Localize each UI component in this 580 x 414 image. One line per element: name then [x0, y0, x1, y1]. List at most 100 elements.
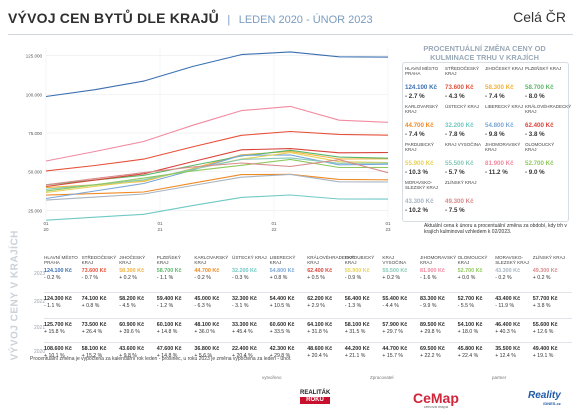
table-column-header: MORAVSKO-SLEZSKÝ KRAJ [495, 255, 529, 266]
table-cell-price: 44.200 Kč [344, 346, 370, 352]
table-column-header: HLAVNÍ MĚSTO PRAHA [44, 255, 78, 266]
table-cell-change: - 6.3 % [194, 303, 211, 309]
chart-series-lines [45, 51, 389, 221]
table-row-divider [44, 292, 572, 293]
table-cell-change: + 0.0 % [457, 275, 476, 281]
panel-region-price: 43.300 Kč [405, 198, 434, 205]
series-line [45, 173, 389, 201]
table-cell-change: + 0.8 % [81, 303, 100, 309]
x-tick-label: 01 [271, 221, 277, 226]
table-cell-change: + 15.2 % [81, 353, 103, 359]
table-cell-price: 55.900 Kč [344, 268, 370, 274]
table-cell-change: + 12.4 % [495, 353, 516, 359]
table-cell-change: + 14.8 % [156, 353, 178, 359]
panel-region-price: 124.100 Kč [405, 84, 437, 91]
table-cell-change: + 10.1 % [44, 353, 65, 359]
table-cell: 33.300 Kč + 45.4 % [232, 322, 272, 335]
table-cell-price: 64.100 Kč [307, 322, 333, 328]
table-cell-price: 33.300 Kč [232, 322, 257, 328]
table-cell-change: + 12.6 % [532, 329, 554, 335]
table-cell-price: 52.700 Kč [457, 296, 483, 302]
table-cell: 48.100 Kč + 36.0 % [194, 322, 234, 335]
panel-region-cell: ZLÍNSKÝ KRAJ 49.300 Kč - 7.5 % [445, 180, 485, 217]
table-column-header: OLOMOUCKÝ KRAJ [457, 255, 488, 266]
credit-partner: partner [492, 375, 507, 380]
panel-region-change: - 3.8 % [525, 131, 545, 138]
x-tick-label: 22 [271, 227, 277, 232]
panel-title: PROCENTUÁLNÍ ZMĚNA CENY OD KULMINACE TRH… [423, 44, 546, 62]
table-year-label: 2021 [34, 325, 46, 331]
table-cell-price: 43.300 Kč [495, 268, 521, 274]
table-cell-change: + 0.2 % [382, 275, 401, 281]
series-line [45, 194, 389, 221]
table-cell: 108.600 Kč + 10.1 % [44, 346, 84, 359]
table-cell: 89.500 Kč + 29.8 % [420, 322, 460, 335]
table-cell-price: 46.400 Kč [495, 322, 521, 328]
table-cell-change: + 31.5 % [344, 329, 366, 335]
table-cell: 58.100 Kč + 31.5 % [345, 322, 385, 335]
panel-region-name: KRÁLOVÉHRADECKÝ KRAJ [525, 104, 572, 115]
table-cell: 69.500 Kč + 22.2 % [420, 346, 460, 359]
page-period: LEDEN 2020 - ÚNOR 2023 [238, 14, 373, 26]
table-cell: 62.400 Kč + 0.5 % [307, 268, 347, 281]
table-cell-change: + 15.7 % [382, 353, 404, 359]
logo-reality-text: Reality [528, 390, 561, 401]
panel-region-name: ZLÍNSKÝ KRAJ [445, 180, 477, 185]
table-cell: 43.400 Kč - 11.9 % [495, 296, 535, 309]
table-cell-change: + 18.0 % [457, 329, 479, 335]
table-cell-change: + 0.8 % [269, 275, 288, 281]
panel-region-change: - 9.8 % [485, 131, 505, 138]
table-cell-change: + 14.8 % [156, 329, 178, 335]
panel-region-change: - 2.7 % [405, 93, 425, 100]
series-line [45, 105, 389, 162]
table-cell: 58.300 Kč + 0.2 % [119, 268, 159, 281]
table-cell-change: - 1.2 % [156, 303, 174, 309]
table-cell: 45.800 Kč + 22.4 % [458, 346, 498, 359]
table-cell: 125.700 Kč + 15.8 % [44, 322, 84, 335]
table-cell: 44.700 Kč + 15.7 % [382, 346, 422, 359]
table-cell: 124.100 Kč - 0.2 % [44, 268, 84, 281]
panel-region-cell: STŘEDOČESKÝ KRAJ 73.600 Kč - 4.3 % [445, 66, 485, 103]
panel-region-change: - 7.8 % [445, 131, 465, 138]
table-cell-change: + 15.8 % [44, 329, 65, 335]
table-cell: 48.600 Kč + 20.4 % [307, 346, 347, 359]
table-cell-price: 32.300 Kč [232, 296, 257, 302]
table-cell-price: 48.600 Kč [307, 346, 333, 352]
table-column-header: JIHOČESKÝ KRAJ [119, 255, 146, 266]
table-cell-change: + 39.6 % [119, 329, 140, 335]
table-year-label: 2020 [34, 349, 46, 355]
table-cell: 58.100 Kč + 15.2 % [82, 346, 122, 359]
table-cell-change: + 0.5 % [307, 275, 325, 281]
table-column-header: LIBERECKÝ KRAJ [269, 255, 296, 266]
table-cell-change: + 45.4 % [232, 329, 253, 335]
table-cell: 44.700 Kč - 0.2 % [194, 268, 234, 281]
table-cell-price: 42.300 Kč [269, 346, 295, 352]
table-cell-price: 54.800 Kč [269, 268, 295, 274]
table-cell-change: + 21.1 % [344, 353, 366, 359]
logo-realitak-top: REALITÁK [300, 390, 331, 396]
table-cell-price: 89.500 Kč [420, 322, 445, 328]
series-line [45, 154, 389, 200]
table-cell: 124.300 Kč - 1.1 % [44, 296, 84, 309]
table-cell-price: 22.400 Kč [232, 346, 257, 352]
table-cell-price: 57.900 Kč [382, 322, 408, 328]
table-cell-change: - 1.1 % [44, 303, 61, 309]
chart-grid [45, 48, 389, 218]
table-cell-change: + 10.5 % [269, 303, 291, 309]
panel-region-cell: PARDUBICKÝ KRAJ 55.900 Kč - 10.3 % [405, 142, 445, 179]
table-cell: 43.300 Kč - 0.2 % [495, 268, 535, 281]
table-cell-change: + 22.2 % [420, 353, 441, 359]
panel-region-change: - 9.0 % [525, 169, 545, 176]
panel-region-change: - 7.4 % [405, 131, 425, 138]
table-cell-price: 36.800 Kč [194, 346, 220, 352]
panel-region-price: 58.700 Kč [525, 84, 554, 91]
table-cell-change: - 1.6 % [420, 275, 437, 281]
table-cell: 47.600 Kč + 14.8 % [157, 346, 197, 359]
table-cell: 36.800 Kč + 5.6 % [194, 346, 234, 359]
table-cell: 73.600 Kč - 0.7 % [82, 268, 122, 281]
series-line [45, 173, 389, 196]
table-cell-price: 54.100 Kč [457, 322, 483, 328]
table-column-header: PLZEŇSKÝ KRAJ [156, 255, 181, 266]
panel-region-name: JIHOČESKÝ KRAJ [485, 66, 524, 71]
table-cell: 55.400 Kč - 4.4 % [382, 296, 422, 309]
